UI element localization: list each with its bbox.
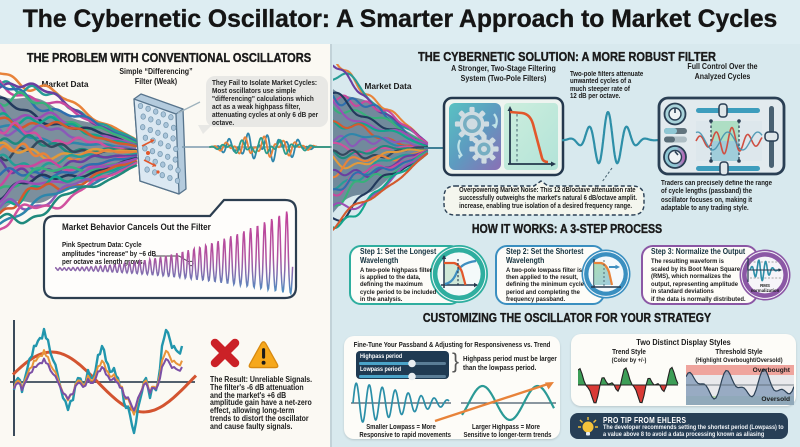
svg-text:normalization: normalization <box>751 288 780 293</box>
svg-text:RMS: RMS <box>760 283 770 288</box>
